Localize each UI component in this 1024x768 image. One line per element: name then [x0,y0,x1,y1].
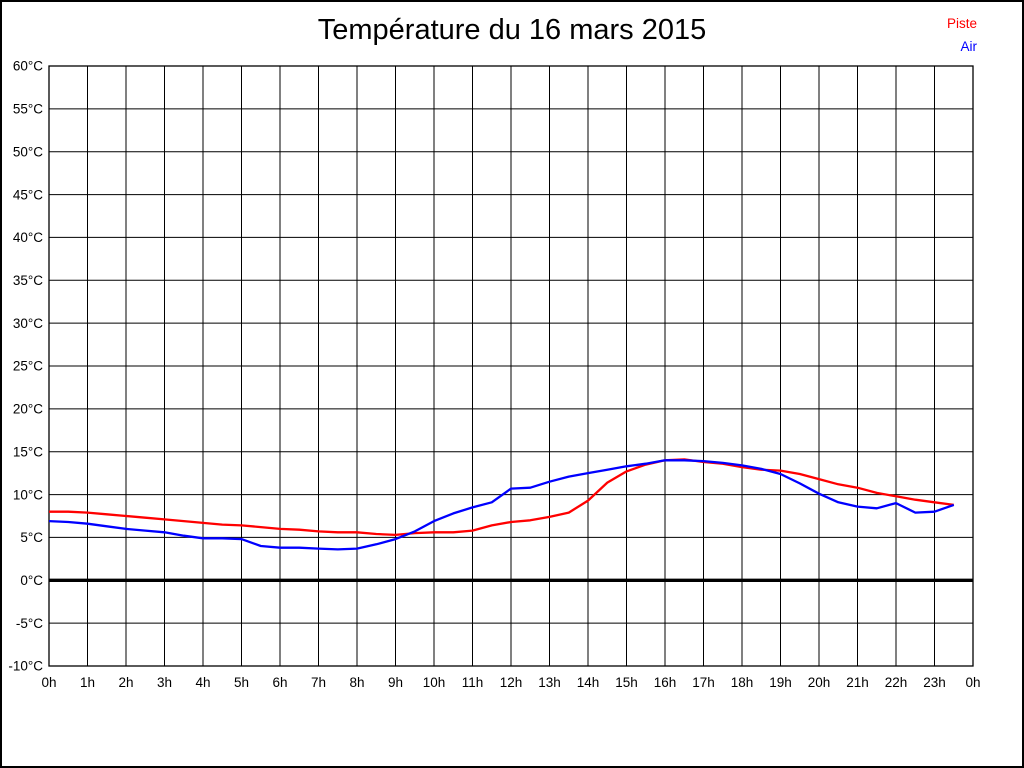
y-tick-label: 10°C [13,487,43,502]
x-tick-label: 7h [311,675,326,690]
x-tick-label: 6h [272,675,287,690]
y-tick-label: -10°C [8,659,43,674]
x-tick-label: 18h [731,675,754,690]
legend-item-air: Air [960,39,978,54]
x-tick-label: 12h [500,675,523,690]
x-tick-label: 22h [885,675,908,690]
x-tick-label: 5h [234,675,249,690]
y-tick-label: 20°C [13,402,43,417]
x-tick-label: 23h [923,675,946,690]
x-tick-label: 20h [808,675,831,690]
x-tick-label: 11h [462,675,484,690]
legend-item-piste: Piste [946,16,977,31]
x-tick-label: 14h [577,675,600,690]
x-tick-label: 9h [388,675,403,690]
y-tick-label: 55°C [13,102,43,117]
x-tick-label: 10h [423,675,446,690]
y-tick-label: 30°C [13,316,43,331]
x-tick-label: 4h [195,675,210,690]
series-line-piste [49,458,954,537]
y-tick-label: 60°C [13,59,43,74]
y-tick-label: 15°C [13,444,43,459]
y-tick-label: 40°C [13,230,43,245]
y-tick-label: 35°C [13,273,43,288]
x-tick-label: 19h [769,675,792,690]
x-tick-label: 16h [654,675,677,690]
y-tick-label: 45°C [13,187,43,202]
x-tick-label: 13h [538,675,561,690]
x-tick-label: 15h [615,675,638,690]
x-tick-label: 0h [965,675,980,690]
x-tick-label: 3h [157,675,172,690]
x-tick-label: 1h [80,675,95,690]
x-tick-label: 2h [118,675,133,690]
y-tick-label: 0°C [20,573,43,588]
y-tick-label: -5°C [16,616,43,631]
y-tick-label: 25°C [13,359,43,374]
y-tick-label: 50°C [13,144,43,159]
page-title: Température du 16 mars 2015 [317,14,707,46]
series-line-air [48,459,955,551]
x-tick-label: 21h [846,675,869,690]
x-tick-label: 0h [41,675,56,690]
x-tick-label: 17h [692,675,715,690]
x-tick-label: 8h [349,675,364,690]
y-tick-label: 5°C [20,530,43,545]
plot-border [48,65,974,667]
chart-legend: Piste Air [947,12,977,58]
